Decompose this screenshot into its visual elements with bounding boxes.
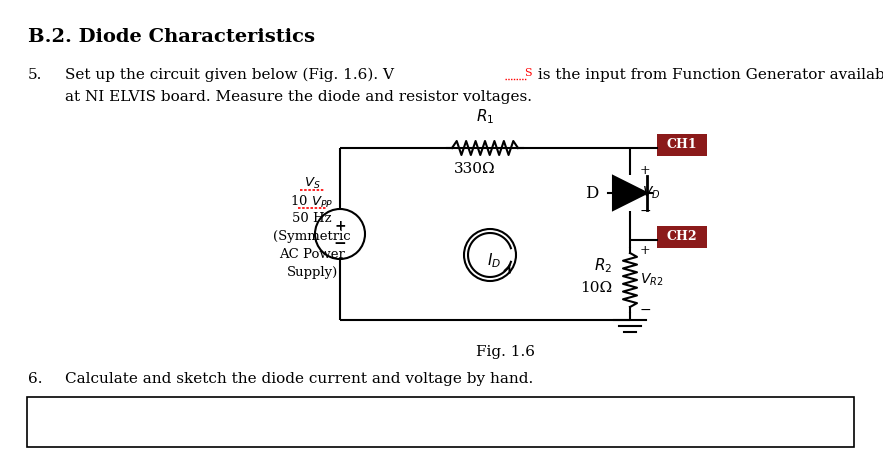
Text: 50 Hz: 50 Hz: [292, 212, 332, 225]
Text: (Symmetric: (Symmetric: [273, 230, 351, 243]
Text: +: +: [640, 243, 651, 256]
Text: CH2: CH2: [667, 230, 698, 243]
Text: Set up the circuit given below (Fig. 1.6). V: Set up the circuit given below (Fig. 1.6…: [65, 68, 394, 83]
Text: +: +: [334, 219, 346, 233]
Text: 6.: 6.: [28, 372, 42, 386]
Text: at NI ELVIS board. Measure the diode and resistor voltages.: at NI ELVIS board. Measure the diode and…: [65, 90, 532, 104]
Text: $I_D$: $I_D$: [487, 252, 501, 270]
FancyBboxPatch shape: [27, 397, 854, 447]
Text: −: −: [640, 303, 652, 317]
Text: Supply): Supply): [286, 266, 337, 279]
Text: −: −: [640, 204, 652, 218]
Text: CH1: CH1: [667, 138, 698, 152]
Text: S: S: [524, 68, 532, 78]
Text: −: −: [334, 236, 346, 250]
Text: 330Ω: 330Ω: [454, 162, 496, 176]
Text: AC Power: AC Power: [279, 248, 345, 261]
Text: 10Ω: 10Ω: [580, 281, 612, 295]
Text: $R_2$: $R_2$: [593, 257, 612, 275]
FancyBboxPatch shape: [657, 134, 707, 156]
Text: $R_1$: $R_1$: [476, 107, 494, 126]
Polygon shape: [613, 176, 647, 210]
Text: 5.: 5.: [28, 68, 42, 82]
Text: $V_S$: $V_S$: [304, 176, 321, 191]
Text: B.2. Diode Characteristics: B.2. Diode Characteristics: [28, 28, 315, 46]
Text: +: +: [640, 165, 651, 177]
Text: $V_{R2}$: $V_{R2}$: [640, 272, 663, 288]
FancyBboxPatch shape: [657, 226, 707, 248]
Text: $V_D$: $V_D$: [642, 185, 660, 201]
Text: D: D: [585, 184, 598, 201]
Text: Fig. 1.6: Fig. 1.6: [476, 345, 534, 359]
Text: Calculate and sketch the diode current and voltage by hand.: Calculate and sketch the diode current a…: [65, 372, 533, 386]
Text: 10 $V_{PP}$: 10 $V_{PP}$: [291, 194, 334, 210]
Text: is the input from Function Generator available: is the input from Function Generator ava…: [533, 68, 883, 82]
